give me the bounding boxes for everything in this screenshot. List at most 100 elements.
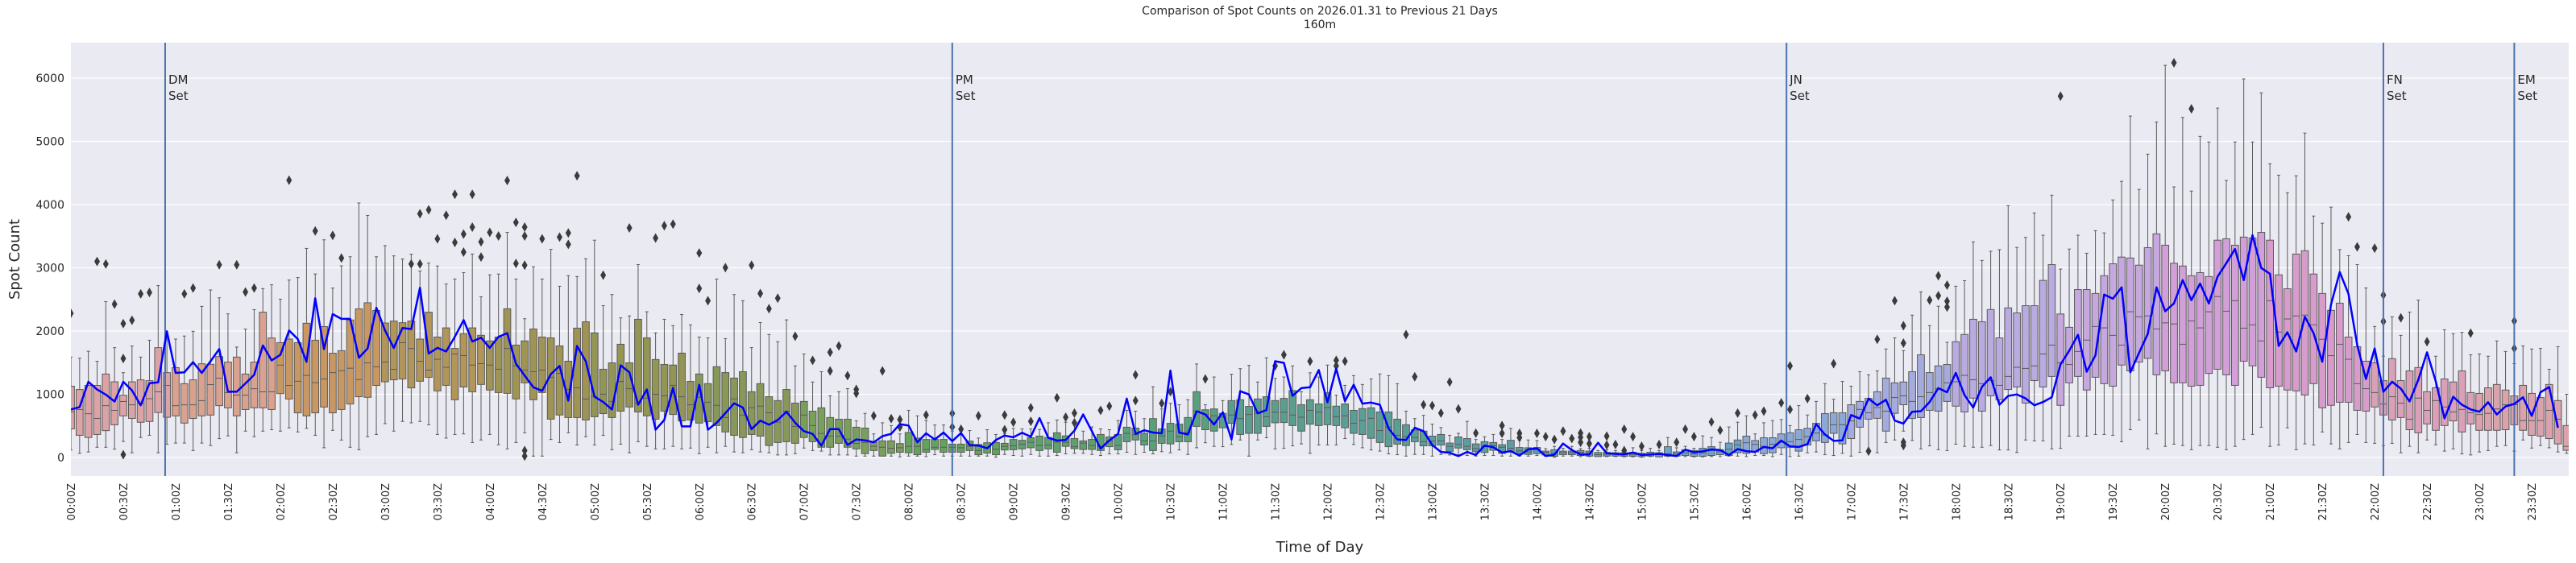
box xyxy=(2537,348,2545,446)
box xyxy=(197,305,206,444)
x-tick-label: 04:30Z xyxy=(537,483,550,520)
box-iqr xyxy=(703,383,712,423)
box-iqr xyxy=(2396,380,2405,418)
box xyxy=(2187,190,2196,450)
box xyxy=(1035,428,1043,457)
outlier-point xyxy=(923,410,929,420)
outlier-point xyxy=(469,221,475,232)
outlier-point xyxy=(1690,432,1697,442)
marker-label: DM xyxy=(168,72,189,87)
box xyxy=(268,284,276,431)
box xyxy=(172,338,180,444)
box xyxy=(1925,325,1934,447)
outlier-point xyxy=(1578,437,1584,448)
box-iqr xyxy=(433,336,442,391)
x-tick-label: 01:30Z xyxy=(223,483,235,520)
outlier-point xyxy=(1935,271,1942,281)
x-tick-label: 13:00Z xyxy=(1427,483,1439,520)
outlier-point xyxy=(757,288,764,299)
outlier-point xyxy=(120,318,127,329)
box-iqr xyxy=(756,383,765,437)
x-tick-label: 19:00Z xyxy=(2055,483,2068,520)
x-tick-label: 18:30Z xyxy=(2003,483,2015,520)
box xyxy=(1856,371,1865,453)
marker-label: Set xyxy=(1790,89,1810,103)
box xyxy=(163,337,171,445)
outlier-point xyxy=(1533,428,1540,439)
box xyxy=(425,263,433,425)
box xyxy=(180,335,189,444)
outlier-point xyxy=(504,176,510,186)
box xyxy=(329,288,337,431)
outlier-point xyxy=(1787,404,1794,415)
box-iqr xyxy=(442,327,450,386)
box xyxy=(1890,337,1899,441)
box xyxy=(2170,186,2178,445)
today-line xyxy=(71,234,2559,457)
outlier-point xyxy=(1168,387,1174,397)
box xyxy=(2545,368,2553,449)
box xyxy=(346,256,355,448)
outlier-point xyxy=(1943,280,1950,291)
x-tick-label: 22:00Z xyxy=(2370,483,2382,520)
box-iqr xyxy=(2213,239,2222,370)
box-iqr xyxy=(2004,307,2013,391)
box-iqr xyxy=(2074,289,2082,377)
box xyxy=(1166,403,1175,453)
x-tick-label: 12:00Z xyxy=(1323,483,1335,520)
box xyxy=(276,298,284,432)
box xyxy=(2013,246,2021,453)
marker-label: Set xyxy=(2387,89,2407,103)
box-iqr xyxy=(241,373,250,410)
box-iqr xyxy=(1245,406,1253,434)
outlier-point xyxy=(434,234,441,244)
outlier-point xyxy=(286,175,292,185)
box xyxy=(459,271,468,435)
box xyxy=(2030,212,2039,441)
box-iqr xyxy=(2292,253,2300,391)
box-iqr xyxy=(2414,366,2423,433)
outlier-point xyxy=(1630,432,1636,442)
box xyxy=(1742,415,1751,457)
x-tick-label: 03:00Z xyxy=(380,483,392,520)
outlier-point xyxy=(512,217,519,228)
box-iqr xyxy=(337,350,346,410)
outlier-point xyxy=(338,253,345,263)
outlier-point xyxy=(1280,350,1287,360)
box-iqr xyxy=(2205,275,2213,375)
outlier-point xyxy=(460,229,467,239)
outlier-point xyxy=(1735,408,1741,418)
outlier-point xyxy=(1569,433,1575,444)
x-axis-ticks: 00:00Z 00:30Z 01:00Z 01:30Z 02:00Z 02:30Z 03:0… xyxy=(66,483,2539,520)
outlier-point xyxy=(1132,370,1139,380)
box-iqr xyxy=(1236,399,1245,435)
outlier-point xyxy=(1002,424,1008,435)
box xyxy=(817,371,826,452)
outlier-point xyxy=(1010,417,1017,428)
box xyxy=(1332,394,1341,445)
box xyxy=(2222,180,2230,450)
box xyxy=(747,347,756,450)
box xyxy=(2257,92,2266,428)
box xyxy=(1559,448,1567,457)
outlier-point xyxy=(487,227,493,238)
x-tick-label: 14:30Z xyxy=(1584,483,1596,520)
box-iqr xyxy=(1471,443,1480,453)
outlier-point xyxy=(478,237,484,247)
outlier-point xyxy=(1874,334,1881,345)
box-iqr xyxy=(1986,308,1995,396)
outlier-point xyxy=(1927,295,1933,305)
outlier-point xyxy=(1804,393,1811,404)
outlier-point xyxy=(417,209,423,219)
box-iqr xyxy=(102,373,110,432)
box xyxy=(1079,430,1088,454)
box-iqr xyxy=(468,327,477,392)
outlier-point xyxy=(853,388,860,399)
box-iqr xyxy=(537,336,546,393)
outlier-point xyxy=(2354,242,2360,252)
box-iqr xyxy=(747,391,756,435)
box xyxy=(189,330,197,451)
box-iqr xyxy=(2134,264,2143,362)
outlier-point xyxy=(1054,392,1060,403)
box xyxy=(485,274,494,435)
